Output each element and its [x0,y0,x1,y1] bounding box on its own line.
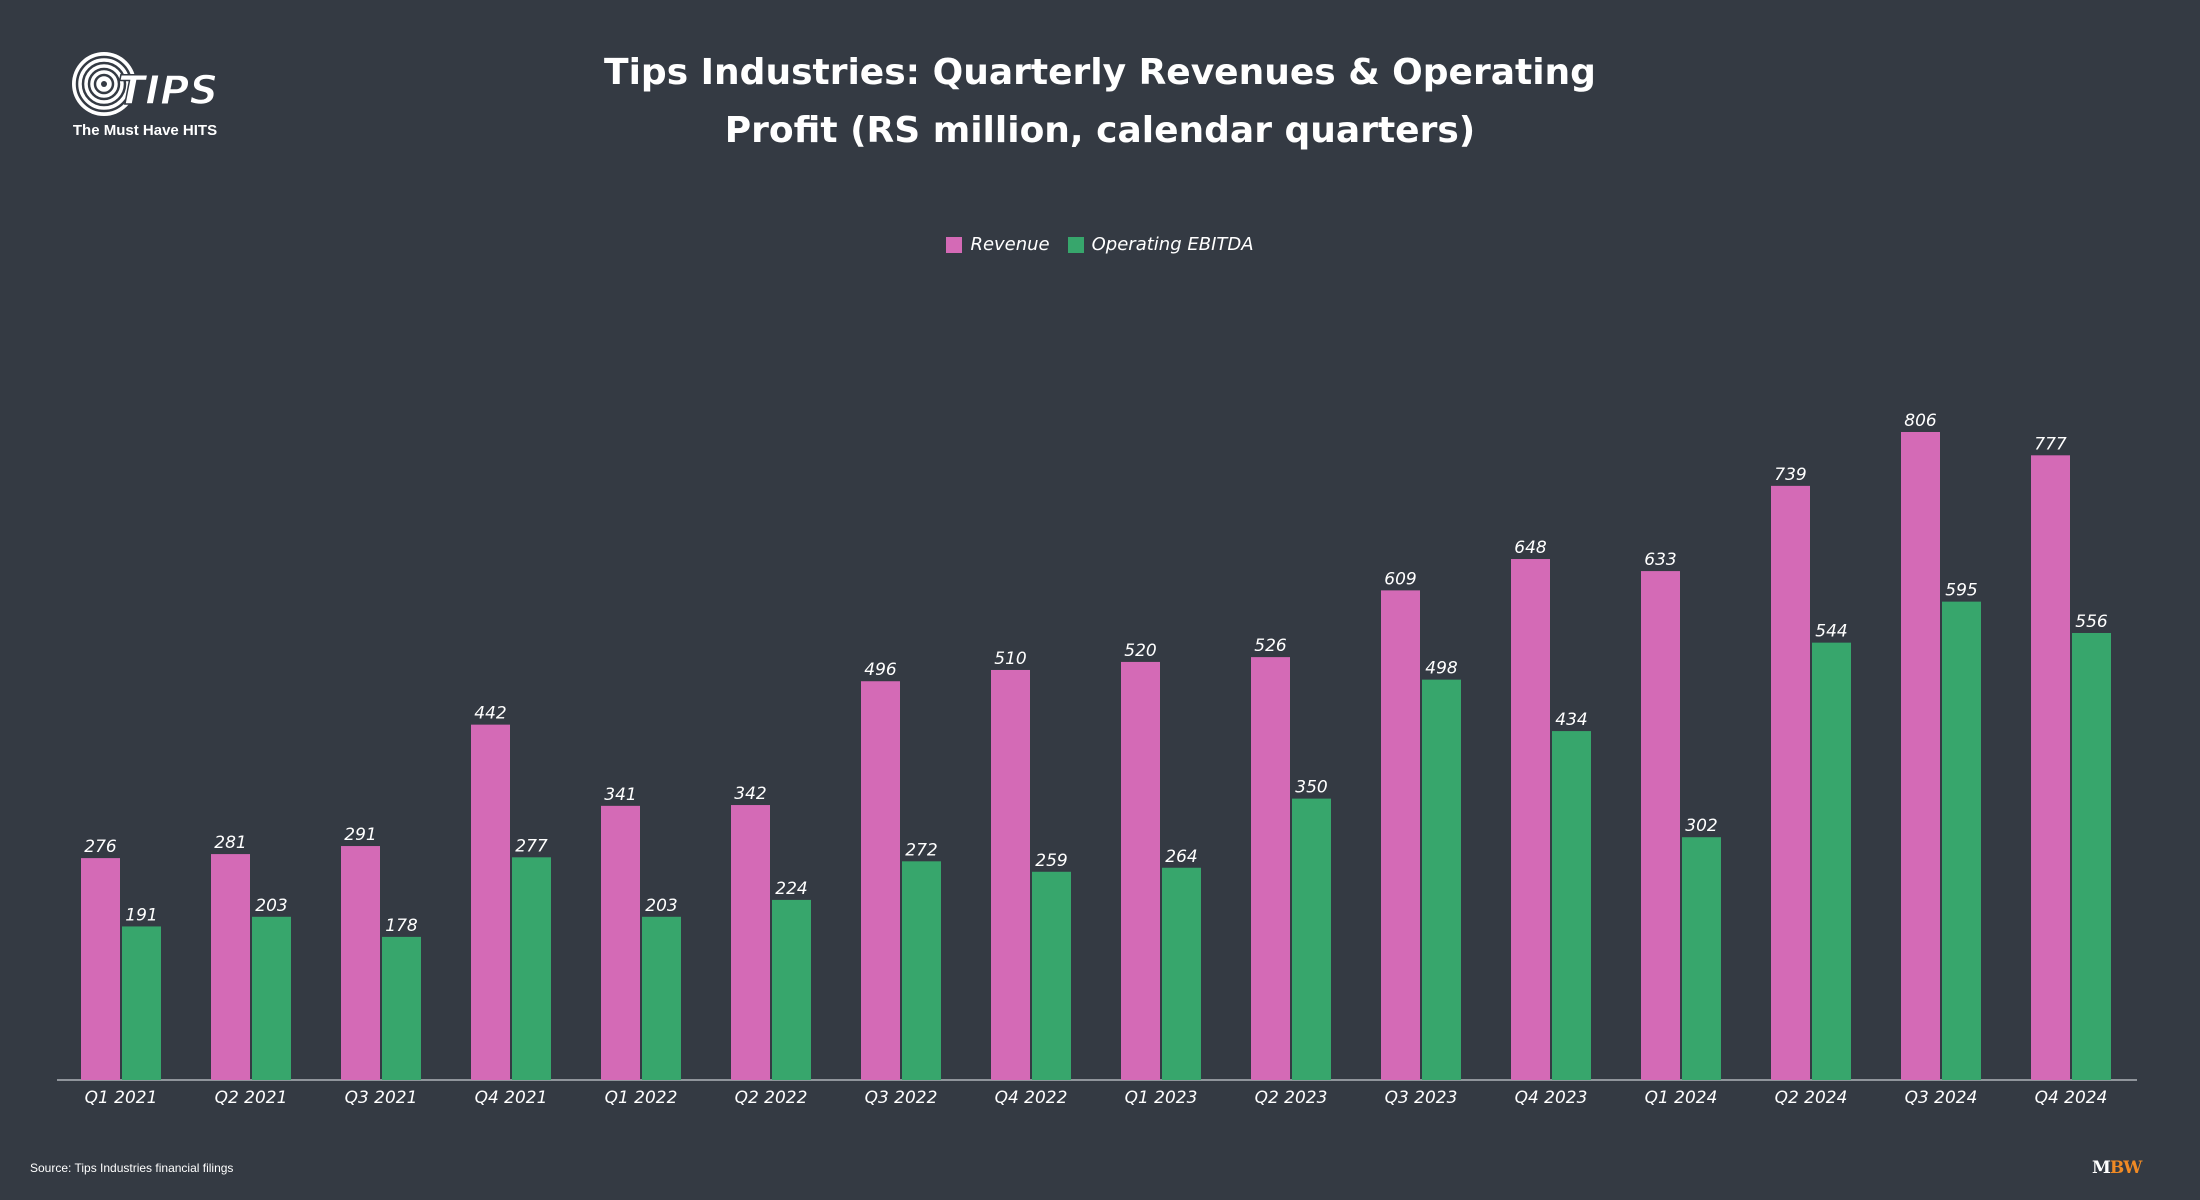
data-label-revenue: 442 [474,704,506,724]
chart-legend: Revenue Operating EBITDA [0,234,2200,255]
x-tick-label: Q4 2024 [2035,1088,2108,1108]
data-label-revenue: 342 [734,784,766,804]
legend-swatch-ebitda [1067,236,1084,253]
bar-revenue [1641,571,1680,1080]
bar-revenue [471,724,510,1080]
bar-revenue [1381,590,1420,1080]
chart-title-line-2: Profit (RS million, calendar quarters) [724,110,1476,151]
bar-revenue [1251,657,1290,1080]
chart-title: Tips Industries: Quarterly Revenues & Op… [500,44,1700,160]
data-label-ebitda: 595 [1945,581,1977,601]
data-label-ebitda: 544 [1815,622,1847,642]
bar-ebitda [1552,731,1591,1080]
data-label-ebitda: 259 [1035,851,1067,871]
data-label-revenue: 291 [344,825,376,845]
x-tick-label: Q3 2024 [1905,1088,1978,1108]
brand-logo-bw: BW [2109,1158,2142,1178]
vinyl-record-icon: TIPS [72,52,219,116]
bar-ebitda [1812,642,1851,1080]
data-label-ebitda: 350 [1295,778,1327,798]
data-label-revenue: 276 [84,837,117,857]
x-tick-label: Q4 2023 [1515,1088,1588,1108]
bar-ebitda [1292,798,1331,1080]
legend-label-revenue: Revenue [970,234,1050,255]
legend-swatch-revenue [946,236,963,253]
x-tick-label: Q3 2023 [1385,1088,1458,1108]
data-label-ebitda: 556 [2075,612,2108,632]
data-label-revenue: 341 [604,785,636,805]
bar-ebitda [1032,871,1071,1080]
bar-revenue [861,681,900,1080]
data-label-revenue: 526 [1254,636,1287,656]
data-label-ebitda: 498 [1425,659,1458,679]
bar-ebitda [902,861,941,1080]
bar-revenue [2031,455,2070,1080]
chart-title-line-1: Tips Industries: Quarterly Revenues & Op… [604,52,1596,93]
bar-ebitda [382,936,421,1080]
data-label-ebitda: 178 [385,916,418,936]
data-label-revenue: 510 [994,649,1026,669]
bar-revenue [211,854,250,1080]
bar-ebitda [772,899,811,1080]
data-label-revenue: 496 [864,660,897,680]
x-tick-label: Q4 2022 [995,1088,1068,1108]
data-label-revenue: 520 [1124,641,1156,661]
bar-ebitda [252,916,291,1080]
bar-ebitda [122,926,161,1080]
tips-logo: TIPS The Must Have HITS [70,50,220,150]
data-label-revenue: 281 [214,833,246,853]
bar-revenue [1901,432,1940,1080]
data-label-ebitda: 277 [515,836,548,856]
bar-revenue [731,805,770,1080]
data-label-ebitda: 191 [125,905,157,925]
data-label-ebitda: 272 [905,840,937,860]
x-tick-label: Q1 2024 [1645,1088,1718,1108]
logo-tagline: The Must Have HITS [72,122,218,139]
bar-revenue [1771,485,1810,1081]
data-label-revenue: 777 [2034,434,2067,454]
bar-revenue [1511,559,1550,1080]
data-label-revenue: 633 [1644,550,1676,570]
data-label-revenue: 609 [1384,569,1416,589]
bar-ebitda [2072,632,2111,1080]
bar-ebitda [1422,679,1461,1080]
data-label-ebitda: 224 [775,879,807,899]
x-tick-label: Q1 2021 [85,1088,158,1108]
legend-item-revenue: Revenue [946,234,1050,255]
brand-logo-m: M [2092,1158,2111,1178]
data-label-revenue: 806 [1904,411,1937,431]
legend-label-ebitda: Operating EBITDA [1091,234,1254,255]
x-tick-label: Q1 2022 [605,1088,678,1108]
source-note: Source: Tips Industries financial filing… [30,1161,234,1175]
x-tick-label: Q2 2024 [1775,1088,1848,1108]
bar-revenue [1121,661,1160,1080]
logo-wordmark: TIPS [118,68,218,114]
x-tick-label: Q2 2022 [735,1088,808,1108]
bar-revenue [601,805,640,1080]
bar-revenue [991,669,1030,1080]
bar-ebitda [1682,837,1721,1080]
data-label-ebitda: 264 [1165,847,1197,867]
legend-item-ebitda: Operating EBITDA [1067,234,1254,255]
data-label-ebitda: 203 [645,896,677,916]
x-tick-label: Q2 2023 [1255,1088,1328,1108]
data-label-ebitda: 302 [1685,816,1717,836]
x-tick-label: Q3 2021 [345,1088,418,1108]
x-tick-label: Q1 2023 [1125,1088,1198,1108]
x-tick-label: Q2 2021 [215,1088,288,1108]
x-tick-label: Q3 2022 [865,1088,938,1108]
data-label-revenue: 648 [1514,538,1547,558]
bar-revenue [81,858,120,1080]
bar-ebitda [642,916,681,1080]
data-label-revenue: 739 [1774,465,1806,485]
bar-ebitda [1162,867,1201,1080]
data-label-ebitda: 434 [1555,710,1587,730]
x-tick-label: Q4 2021 [475,1088,548,1108]
data-label-ebitda: 203 [255,896,287,916]
bar-revenue [341,846,380,1080]
brand-logo: MBW [2092,1158,2142,1178]
bar-ebitda [512,857,551,1080]
bar-ebitda [1942,601,1981,1080]
